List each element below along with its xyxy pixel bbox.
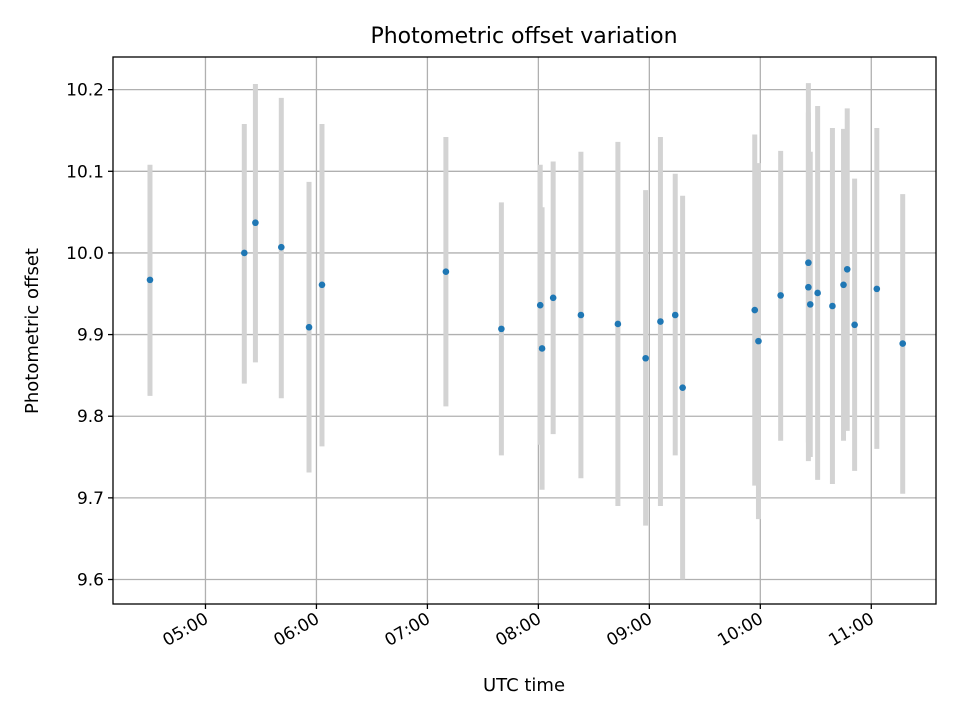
plot-frame [112,56,937,605]
data-point [679,384,686,391]
x-axis-ticks: 05:00 06:00 07:00 08:00 09:00 10:00 11:00 [160,604,878,651]
data-point [899,340,907,347]
x-tick-label: 05:00 [160,609,212,651]
y-axis-ticks: 9.6 9.7 9.8 9.9 10.0 10.1 10.2 [66,81,113,591]
data-point [549,294,557,302]
data-point [777,292,784,299]
y-tick-label: 10.0 [66,244,104,264]
data-point [305,323,313,331]
error-bars [147,83,906,580]
data-points [146,219,907,391]
data-point [843,265,851,273]
data-point [805,283,812,291]
data-point [536,301,544,309]
chart-title: Photometric offset variation [370,24,677,49]
data-point [873,285,881,293]
data-point [671,311,679,319]
data-point [614,320,622,328]
data-point [252,219,259,227]
data-point [805,259,812,267]
data-point [806,301,814,308]
data-point [498,325,505,333]
data-point [538,345,546,352]
y-tick-label: 9.6 [77,571,104,591]
y-tick-label: 10.2 [66,81,104,101]
data-point [657,318,664,325]
y-tick-label: 9.8 [77,407,104,427]
data-point [751,306,759,314]
x-axis-label: UTC time [483,675,565,696]
data-point [840,281,847,289]
x-tick-label: 10:00 [714,609,766,651]
data-point [241,249,248,257]
data-point [577,311,585,319]
x-tick-label: 08:00 [492,609,544,651]
y-tick-label: 9.9 [77,326,104,346]
y-tick-label: 9.7 [77,489,104,509]
y-tick-label: 10.1 [66,162,104,182]
x-tick-label: 07:00 [381,609,433,651]
data-point [146,276,154,284]
data-point [829,302,836,310]
data-point [642,354,649,362]
data-point [442,268,450,276]
data-point [814,289,821,297]
data-point [851,321,858,329]
y-axis-label: Photometric offset [22,248,43,414]
x-tick-label: 11:00 [825,609,877,651]
x-tick-label: 06:00 [271,609,323,651]
x-tick-label: 09:00 [603,609,655,651]
data-point [755,337,762,345]
data-point [318,281,326,289]
data-point [277,243,285,251]
